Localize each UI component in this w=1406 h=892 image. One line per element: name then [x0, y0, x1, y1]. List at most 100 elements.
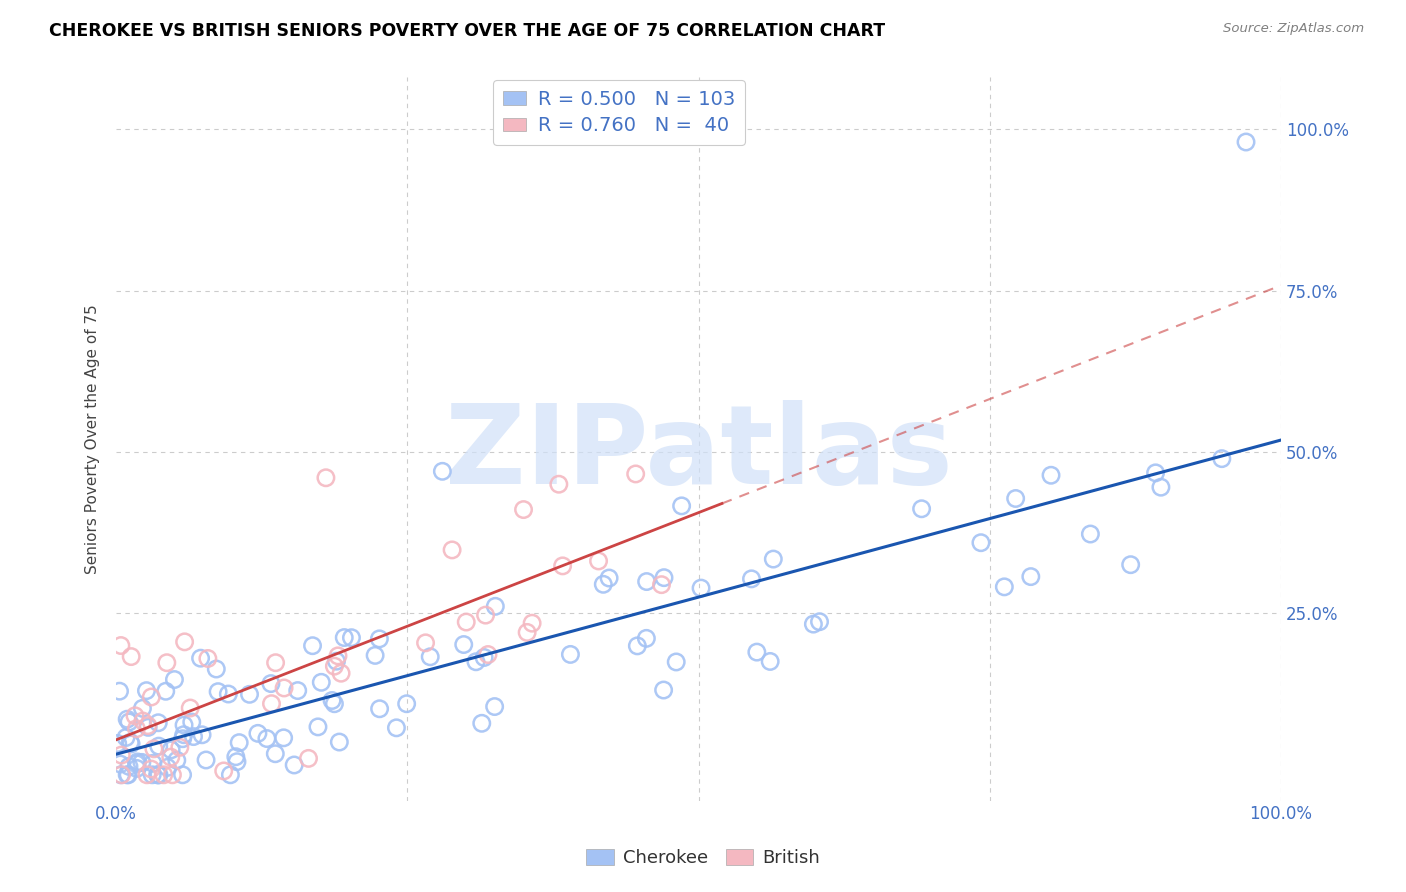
Point	[395, 697, 418, 711]
Point	[260, 697, 283, 711]
Point	[115, 768, 138, 782]
Point	[323, 697, 346, 711]
Point	[108, 684, 131, 698]
Point	[246, 726, 269, 740]
Point	[238, 687, 260, 701]
Point	[135, 768, 157, 782]
Point	[364, 648, 387, 663]
Point	[125, 756, 148, 771]
Point	[368, 632, 391, 646]
Point	[665, 655, 688, 669]
Point	[301, 639, 323, 653]
Point	[172, 768, 194, 782]
Point	[1234, 135, 1257, 149]
Point	[228, 736, 250, 750]
Point	[131, 701, 153, 715]
Point	[125, 761, 148, 775]
Point	[131, 756, 153, 770]
Point	[136, 718, 159, 732]
Point	[183, 730, 205, 744]
Point	[547, 477, 569, 491]
Point	[146, 768, 169, 782]
Point	[148, 715, 170, 730]
Point	[636, 632, 658, 646]
Point	[156, 656, 179, 670]
Point	[328, 735, 350, 749]
Point	[197, 651, 219, 665]
Point	[624, 467, 647, 481]
Point	[118, 759, 141, 773]
Point	[107, 736, 129, 750]
Point	[190, 651, 212, 665]
Point	[117, 768, 139, 782]
Point	[803, 617, 825, 632]
Point	[472, 650, 495, 665]
Point	[456, 615, 478, 629]
Y-axis label: Seniors Poverty Over the Age of 75: Seniors Poverty Over the Age of 75	[86, 304, 100, 574]
Point	[588, 554, 610, 568]
Point	[115, 731, 138, 745]
Point	[159, 750, 181, 764]
Point	[212, 764, 235, 778]
Point	[160, 743, 183, 757]
Point	[1119, 558, 1142, 572]
Point	[1211, 451, 1233, 466]
Point	[1150, 480, 1173, 494]
Point	[264, 656, 287, 670]
Point	[179, 701, 201, 715]
Point	[169, 740, 191, 755]
Point	[120, 737, 142, 751]
Point	[226, 755, 249, 769]
Point	[477, 648, 499, 662]
Point	[173, 635, 195, 649]
Point	[636, 574, 658, 589]
Point	[970, 535, 993, 549]
Point	[484, 699, 506, 714]
Point	[520, 616, 543, 631]
Point	[162, 768, 184, 782]
Point	[172, 731, 194, 746]
Point	[141, 690, 163, 704]
Point	[191, 728, 214, 742]
Point	[652, 571, 675, 585]
Point	[432, 464, 454, 478]
Point	[465, 655, 488, 669]
Point	[173, 728, 195, 742]
Point	[156, 760, 179, 774]
Text: CHEROKEE VS BRITISH SENIORS POVERTY OVER THE AGE OF 75 CORRELATION CHART: CHEROKEE VS BRITISH SENIORS POVERTY OVER…	[49, 22, 886, 40]
Point	[136, 720, 159, 734]
Point	[225, 749, 247, 764]
Legend: Cherokee, British: Cherokee, British	[579, 841, 827, 874]
Point	[166, 753, 188, 767]
Point	[141, 762, 163, 776]
Point	[910, 501, 932, 516]
Point	[419, 649, 441, 664]
Point	[132, 714, 155, 728]
Point	[441, 542, 464, 557]
Point	[141, 768, 163, 782]
Point	[287, 683, 309, 698]
Point	[127, 755, 149, 769]
Text: ZIPatlas: ZIPatlas	[444, 400, 952, 507]
Point	[260, 676, 283, 690]
Point	[155, 684, 177, 698]
Point	[120, 649, 142, 664]
Point	[745, 645, 768, 659]
Point	[163, 673, 186, 687]
Point	[592, 577, 614, 591]
Point	[110, 768, 132, 782]
Point	[333, 631, 356, 645]
Point	[273, 681, 295, 695]
Text: Source: ZipAtlas.com: Source: ZipAtlas.com	[1223, 22, 1364, 36]
Point	[118, 714, 141, 729]
Point	[516, 625, 538, 640]
Point	[385, 721, 408, 735]
Point	[256, 731, 278, 746]
Point	[205, 662, 228, 676]
Point	[453, 638, 475, 652]
Point	[311, 675, 333, 690]
Legend: R = 0.500   N = 103, R = 0.760   N =  40: R = 0.500 N = 103, R = 0.760 N = 40	[494, 80, 745, 145]
Point	[273, 731, 295, 745]
Point	[180, 714, 202, 729]
Point	[740, 572, 762, 586]
